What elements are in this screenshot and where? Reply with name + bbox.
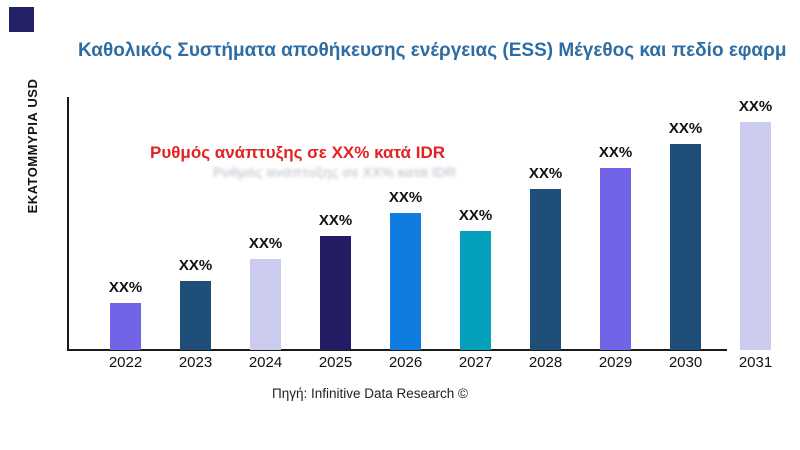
growth-rate-annotation: Ρυθμός ανάπτυξης σε XX% κατά IDR (150, 143, 446, 162)
bar-2030 (670, 144, 701, 350)
bar-value-label-2024: XX% (248, 235, 283, 252)
x-tick-2022: 2022 (108, 354, 143, 371)
bar-2029 (600, 168, 631, 350)
bar-2022 (110, 303, 141, 350)
x-tick-2025: 2025 (318, 354, 353, 371)
x-tick-2030: 2030 (668, 354, 703, 371)
bar-2025 (320, 236, 351, 350)
bar-value-label-2031: XX% (738, 98, 773, 115)
chart-title: Καθολικός Συστήματα αποθήκευσης ενέργεια… (78, 40, 787, 61)
bar-value-label-2022: XX% (108, 279, 143, 296)
y-axis-line (67, 97, 69, 350)
bar-value-label-2028: XX% (528, 165, 563, 182)
bar-value-label-2026: XX% (388, 189, 423, 206)
bar-2026 (390, 213, 421, 350)
bar-value-label-2023: XX% (178, 257, 213, 274)
x-tick-2027: 2027 (458, 354, 493, 371)
x-tick-2023: 2023 (178, 354, 213, 371)
x-tick-2024: 2024 (248, 354, 283, 371)
x-tick-2028: 2028 (528, 354, 563, 371)
bar-value-label-2027: XX% (458, 207, 493, 224)
bar-value-label-2030: XX% (668, 120, 703, 137)
x-axis-line (67, 349, 727, 351)
growth-rate-watermark-echo: Ρυθμός ανάπτυξης σε XX% κατά IDR (213, 164, 456, 180)
source-attribution: Πηγή: Infinitive Data Research © (271, 386, 469, 401)
bar-2027 (460, 231, 491, 350)
logo-square (9, 7, 34, 32)
bar-2031 (740, 122, 771, 350)
x-tick-2031: 2031 (738, 354, 773, 371)
bar-2023 (180, 281, 211, 350)
bar-2028 (530, 189, 561, 350)
bar-2024 (250, 259, 281, 350)
x-tick-2029: 2029 (598, 354, 633, 371)
bar-value-label-2029: XX% (598, 144, 633, 161)
x-tick-2026: 2026 (388, 354, 423, 371)
bar-value-label-2025: XX% (318, 212, 353, 229)
